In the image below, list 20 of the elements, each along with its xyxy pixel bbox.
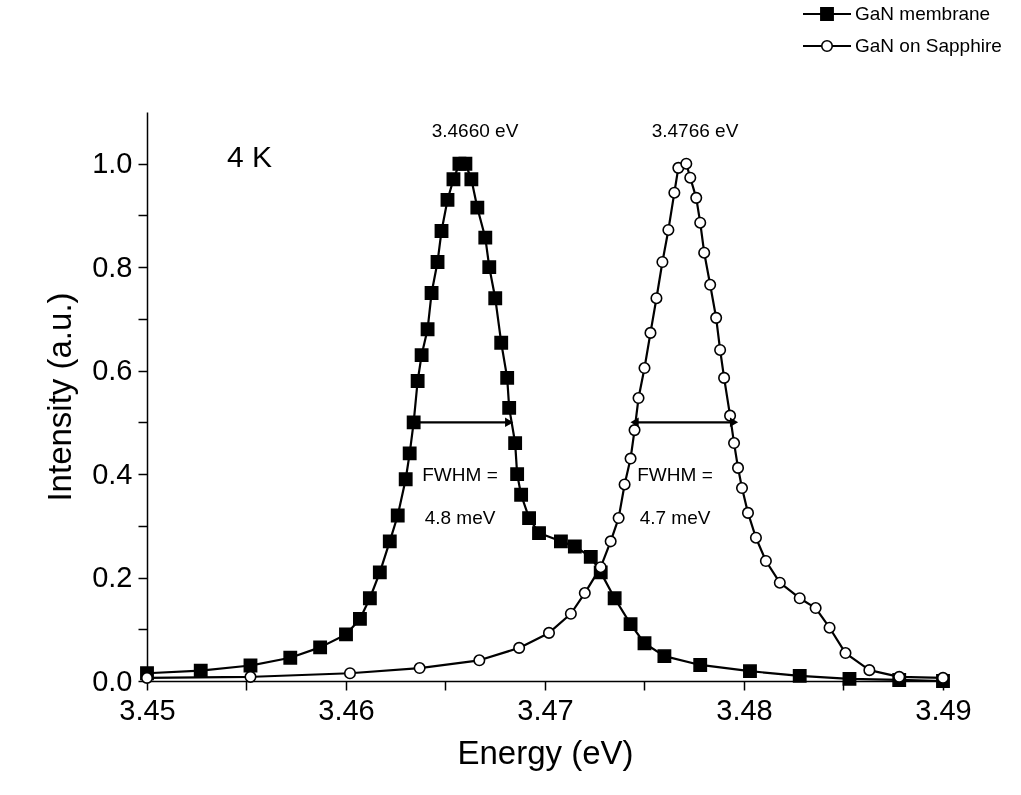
x-tick-label: 3.49: [915, 693, 972, 726]
annotation: 3.4660 eV: [431, 120, 519, 141]
x-tick-label: 3.46: [318, 693, 375, 726]
annotation: 3.4766 eV: [651, 120, 739, 141]
y-tick-label: 1.0: [92, 147, 133, 180]
y-tick-label: 0.8: [92, 250, 133, 283]
x-axis-title: Energy (eV): [457, 733, 634, 771]
y-tick-label: 0.4: [92, 457, 133, 490]
x-tick-label: 3.47: [517, 693, 574, 726]
annotation: FWHM =: [422, 464, 498, 485]
x-tick-label: 3.48: [716, 693, 773, 726]
legend-label: GaN membrane: [855, 3, 991, 24]
annotation: 4.7 meV: [639, 507, 711, 528]
legend-label: GaN on Sapphire: [855, 35, 1002, 56]
annotation: 4.8 meV: [424, 507, 496, 528]
y-axis-title: Intensity (a.u.): [41, 292, 79, 502]
y-tick-label: 0.6: [92, 354, 133, 387]
annotation: 4 K: [227, 140, 273, 173]
annotation: FWHM =: [637, 464, 713, 485]
y-tick-label: 0.2: [92, 561, 133, 594]
